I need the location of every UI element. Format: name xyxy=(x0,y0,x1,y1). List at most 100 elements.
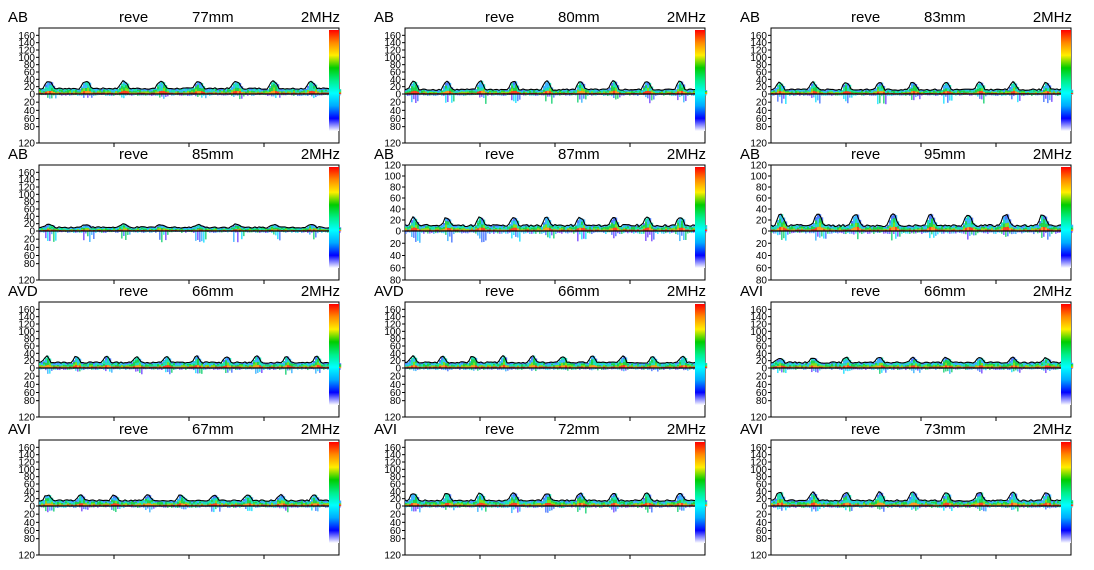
y-tick-label: 120 xyxy=(384,46,401,57)
y-tick-label: 120 xyxy=(384,320,401,331)
y-tick-label: 0 xyxy=(395,502,401,513)
y-tick-label: 20 xyxy=(756,494,768,505)
y-tick-label: 80 xyxy=(24,472,36,483)
plot-frame xyxy=(770,439,1072,556)
velocity-envelope xyxy=(404,79,706,91)
velocity-envelope xyxy=(770,356,1072,365)
y-tick-label: 140 xyxy=(384,450,401,461)
vessel-label: AB xyxy=(740,9,761,26)
y-tick-label: 120 xyxy=(384,139,401,150)
y-tick-label: 20 xyxy=(756,82,768,93)
y-tick-label: 40 xyxy=(24,380,36,391)
plot-frame xyxy=(38,164,340,281)
y-tick-label: 60 xyxy=(756,480,768,491)
y-tick-label: 160 xyxy=(18,168,35,179)
y-tick-label: 60 xyxy=(24,388,36,399)
y-tick-label: 20 xyxy=(24,235,36,246)
y-tick-label: 160 xyxy=(18,443,35,454)
spectrogram-panel: AB reve 87mm 2MHz 120 100 80 60 40 20 0 20 40 60 80 xyxy=(370,145,708,287)
y-tick-label: 0 xyxy=(761,502,767,513)
y-tick-label: 60 xyxy=(756,68,768,79)
y-tick-label: 60 xyxy=(390,526,402,537)
color-scale-bar xyxy=(1061,167,1071,268)
y-tick-label: 120 xyxy=(18,551,35,562)
y-tick-label: 120 xyxy=(750,413,767,424)
y-tick-label: 80 xyxy=(390,60,402,71)
y-tick-label: 0 xyxy=(761,227,767,238)
color-scale-bar xyxy=(695,304,705,405)
y-tick-label: 160 xyxy=(750,443,767,454)
depth-label: 72mm xyxy=(558,421,600,438)
mode-label: reve xyxy=(485,421,515,438)
y-tick-label: 80 xyxy=(390,472,402,483)
mode-label: reve xyxy=(851,283,881,300)
color-scale-bar xyxy=(329,167,339,268)
y-tick-label: 60 xyxy=(756,194,768,205)
y-tick-label: 120 xyxy=(750,458,767,469)
frequency-label: 2MHz xyxy=(666,146,706,163)
y-tick-label: 20 xyxy=(24,98,36,109)
y-tick-label: 20 xyxy=(24,372,36,383)
panel-header: AVI reve 67mm 2MHz xyxy=(4,420,340,440)
y-tick-label: 40 xyxy=(756,380,768,391)
panel-header: AVD reve 66mm 2MHz xyxy=(4,282,340,302)
frequency-label: 2MHz xyxy=(1032,9,1072,26)
y-tick-label: 140 xyxy=(750,450,767,461)
frequency-label: 2MHz xyxy=(1032,283,1072,300)
y-tick-label: 80 xyxy=(756,534,768,545)
depth-label: 83mm xyxy=(924,9,966,26)
y-tick-label: 80 xyxy=(24,60,36,71)
vessel-label: AVI xyxy=(8,421,32,438)
y-tick-label: 100 xyxy=(384,327,401,338)
y-tick-label: 160 xyxy=(750,305,767,316)
plot-frame xyxy=(404,27,706,144)
color-scale-bar xyxy=(695,30,705,131)
y-tick-label: 20 xyxy=(756,372,768,383)
y-tick-label: 20 xyxy=(756,239,768,250)
y-tick-label: 40 xyxy=(24,75,36,86)
y-tick-label: 40 xyxy=(390,251,402,262)
y-tick-label: 40 xyxy=(756,487,768,498)
y-tick-label: 140 xyxy=(18,450,35,461)
velocity-envelope xyxy=(38,223,340,229)
depth-label: 95mm xyxy=(924,146,966,163)
spectrogram-panel: AB reve 85mm 2MHz 160 140 120 100 80 60 40 20 0 20 40 6… xyxy=(4,145,342,287)
plot-frame xyxy=(38,301,340,418)
y-tick-label: 60 xyxy=(390,114,402,125)
y-tick-label: 40 xyxy=(756,349,768,360)
y-tick-label: 140 xyxy=(750,312,767,323)
vessel-label: AB xyxy=(374,146,395,163)
y-tick-label: 0 xyxy=(29,90,35,101)
color-scale-bar xyxy=(1061,304,1071,405)
spectrogram-reverse-flow xyxy=(405,94,707,104)
y-tick-label: 0 xyxy=(29,227,35,238)
plot-frame xyxy=(770,27,1072,144)
y-tick-label: 60 xyxy=(390,68,402,79)
color-scale-bar xyxy=(329,30,339,131)
y-tick-label: 40 xyxy=(390,106,402,117)
plot-frame xyxy=(404,301,706,418)
vessel-label: AB xyxy=(8,146,29,163)
y-tick-label: 0 xyxy=(761,90,767,101)
mode-label: reve xyxy=(851,9,881,26)
y-tick-label: 120 xyxy=(384,413,401,424)
vessel-label: AB xyxy=(374,9,395,26)
y-tick-label: 80 xyxy=(24,334,36,345)
vessel-label: AVI xyxy=(740,283,764,300)
panel-header: AVI reve 73mm 2MHz xyxy=(736,420,1072,440)
y-tick-label: 80 xyxy=(390,396,402,407)
y-tick-label: 60 xyxy=(24,526,36,537)
spectrogram-reverse-flow xyxy=(771,231,1073,241)
y-tick-label: 120 xyxy=(750,551,767,562)
y-tick-label: 60 xyxy=(24,114,36,125)
y-tick-label: 80 xyxy=(24,534,36,545)
y-tick-label: 100 xyxy=(18,190,35,201)
spectrogram-panel: AVI reve 73mm 2MHz 160 140 120 100 80 60 40 20 0 20 40… xyxy=(736,420,1074,562)
color-scale-bar xyxy=(1061,442,1071,543)
y-tick-label: 20 xyxy=(24,356,36,367)
